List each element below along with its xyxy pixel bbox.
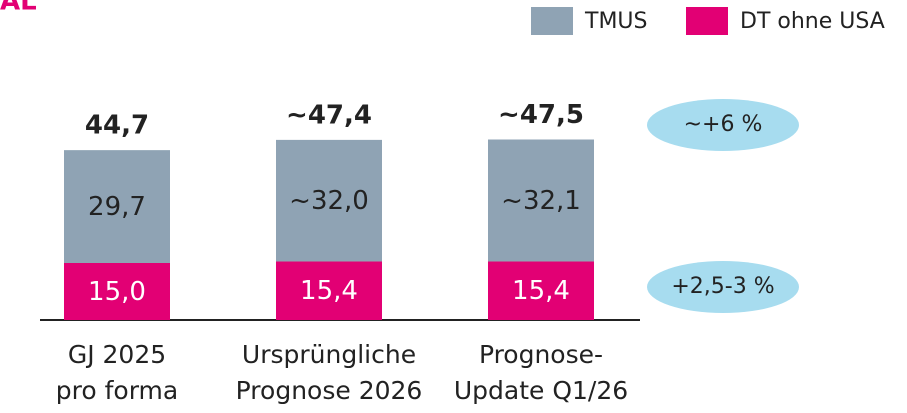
value-label: 15,4 [512,276,570,306]
bar-segment [64,150,170,263]
value-label: 15,0 [88,277,146,307]
bar-segment [488,261,594,320]
annotation: ~+6 % [684,112,763,137]
x-tick-label: pro forma [56,376,178,405]
x-tick-label: Prognose 2026 [236,376,423,405]
title-fragment: AL [0,0,37,17]
bar-segment [64,263,170,320]
legend-label: DT ohne USA [740,9,885,34]
total-label: 44,7 [85,111,149,141]
bar-segment [276,261,382,320]
total-label: ~47,4 [286,100,372,130]
annotation: +2,5-3 % [671,274,774,299]
total-label: ~47,5 [498,100,584,130]
x-tick-label: Update Q1/26 [454,376,628,405]
bar-segment [276,139,382,262]
legend-swatch [686,7,728,35]
annotation-bubble [647,99,799,151]
legend-swatch [531,7,573,35]
x-tick-label: Ursprüngliche [242,340,416,369]
bar-segment [488,139,594,262]
x-tick-label: Prognose- [479,340,603,369]
legend-label: TMUS [584,9,648,34]
value-label: ~32,1 [501,186,581,216]
value-label: ~32,0 [289,186,369,216]
x-tick-label: GJ 2025 [68,340,166,369]
annotation-bubble [647,261,799,313]
value-label: 15,4 [300,276,358,306]
value-label: 29,7 [88,192,146,222]
